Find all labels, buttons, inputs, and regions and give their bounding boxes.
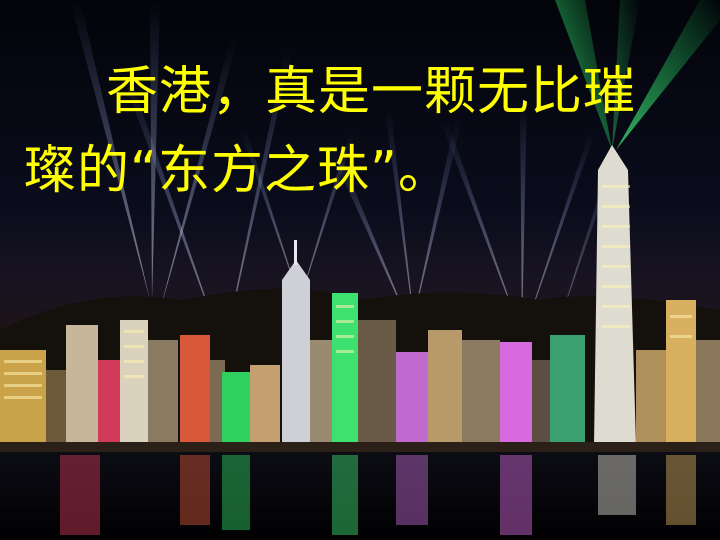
window-lights (4, 185, 692, 399)
water-reflections (60, 455, 696, 535)
skyline-buildings (0, 145, 720, 445)
searchlight-beams (70, 0, 616, 345)
caption-line-2: 璨的“东方之珠”。 (24, 141, 451, 201)
caption-line-1: 香港，真是一颗无比璀 (106, 62, 637, 122)
green-laser-beams (555, 0, 720, 150)
